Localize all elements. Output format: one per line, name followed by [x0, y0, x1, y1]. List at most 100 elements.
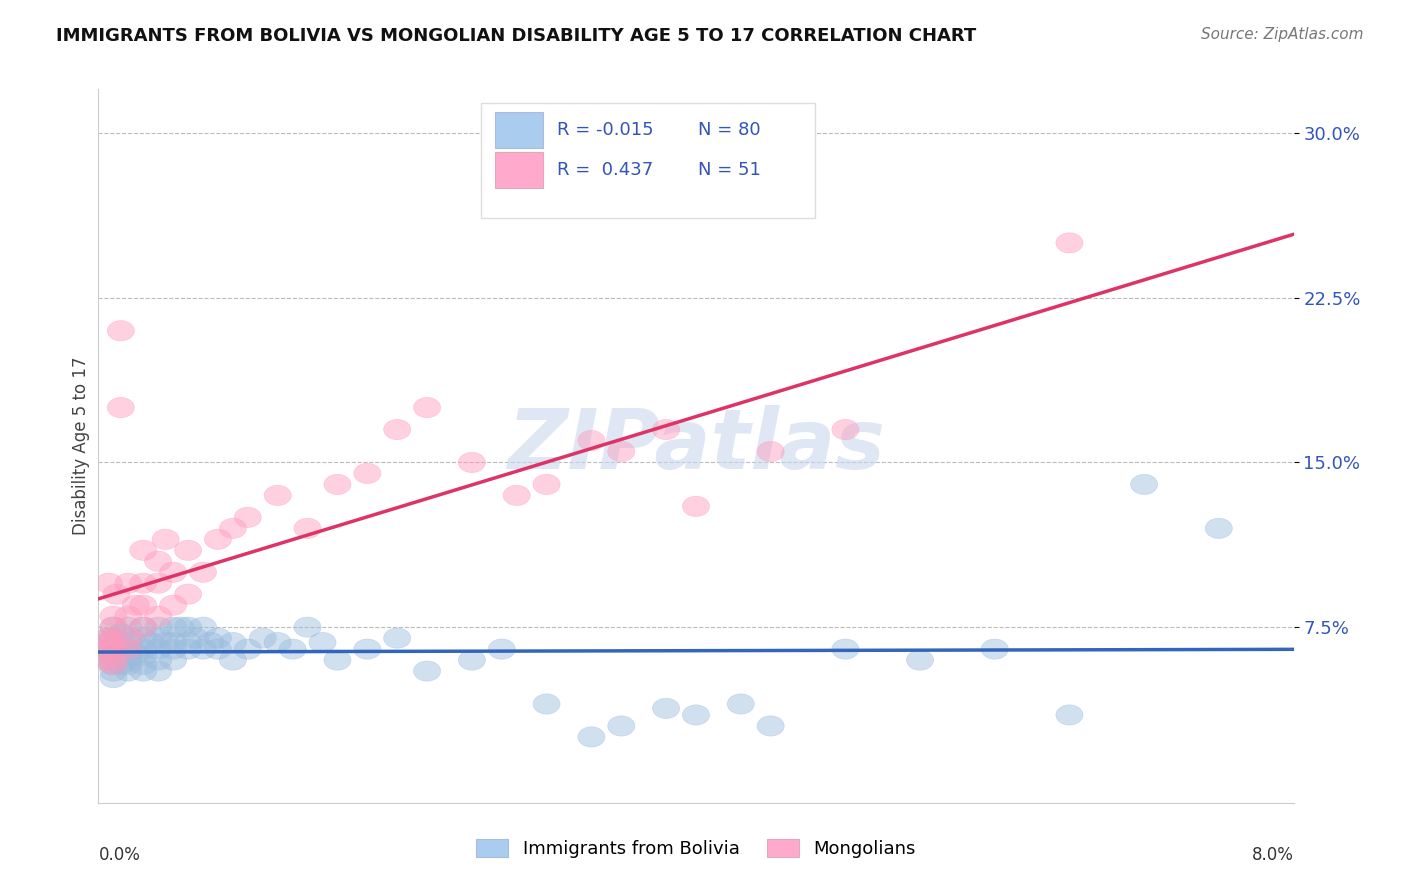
Ellipse shape: [190, 617, 217, 637]
Ellipse shape: [115, 646, 142, 665]
Ellipse shape: [204, 639, 232, 659]
Ellipse shape: [249, 628, 277, 648]
Ellipse shape: [533, 694, 560, 714]
Text: N = 80: N = 80: [699, 121, 761, 139]
Ellipse shape: [159, 562, 187, 582]
Ellipse shape: [100, 650, 127, 670]
Ellipse shape: [458, 650, 485, 670]
Ellipse shape: [159, 617, 187, 637]
Ellipse shape: [115, 639, 142, 659]
Ellipse shape: [832, 419, 859, 440]
Ellipse shape: [138, 632, 165, 653]
Ellipse shape: [264, 632, 291, 653]
Ellipse shape: [1205, 518, 1233, 539]
Ellipse shape: [110, 639, 138, 659]
Ellipse shape: [115, 650, 142, 670]
Ellipse shape: [100, 655, 127, 674]
Ellipse shape: [107, 320, 135, 341]
Ellipse shape: [264, 485, 291, 506]
Ellipse shape: [96, 628, 122, 648]
Ellipse shape: [503, 485, 530, 506]
Ellipse shape: [96, 574, 122, 593]
Ellipse shape: [159, 650, 187, 670]
Ellipse shape: [756, 442, 785, 461]
Ellipse shape: [103, 584, 129, 604]
Ellipse shape: [100, 646, 127, 665]
Ellipse shape: [145, 606, 172, 626]
Ellipse shape: [174, 639, 201, 659]
Ellipse shape: [100, 628, 127, 648]
Ellipse shape: [981, 639, 1008, 659]
Ellipse shape: [578, 431, 605, 450]
Bar: [495, 152, 543, 187]
Ellipse shape: [115, 661, 142, 681]
Ellipse shape: [129, 655, 157, 674]
Ellipse shape: [118, 628, 145, 648]
Ellipse shape: [129, 646, 157, 665]
Ellipse shape: [159, 595, 187, 615]
Ellipse shape: [98, 655, 125, 674]
Ellipse shape: [190, 639, 217, 659]
Ellipse shape: [652, 419, 679, 440]
Ellipse shape: [682, 705, 710, 725]
Ellipse shape: [607, 716, 636, 736]
Ellipse shape: [197, 632, 224, 653]
Ellipse shape: [145, 574, 172, 593]
Text: R =  0.437: R = 0.437: [557, 161, 654, 178]
Ellipse shape: [129, 617, 157, 637]
Ellipse shape: [100, 617, 127, 637]
Ellipse shape: [294, 617, 321, 637]
Ellipse shape: [129, 617, 157, 637]
Text: N = 51: N = 51: [699, 161, 761, 178]
Ellipse shape: [682, 496, 710, 516]
Ellipse shape: [129, 595, 157, 615]
Ellipse shape: [174, 584, 201, 604]
Ellipse shape: [145, 617, 172, 637]
Ellipse shape: [219, 650, 246, 670]
Ellipse shape: [115, 639, 142, 659]
Ellipse shape: [354, 639, 381, 659]
Ellipse shape: [152, 529, 179, 549]
Ellipse shape: [533, 475, 560, 494]
Ellipse shape: [129, 628, 157, 648]
Ellipse shape: [129, 541, 157, 560]
Ellipse shape: [294, 518, 321, 539]
Ellipse shape: [1056, 705, 1083, 725]
Ellipse shape: [145, 661, 172, 681]
Ellipse shape: [100, 639, 127, 659]
Ellipse shape: [727, 694, 755, 714]
Ellipse shape: [181, 628, 209, 648]
Text: 0.0%: 0.0%: [98, 846, 141, 863]
FancyBboxPatch shape: [481, 103, 815, 218]
Ellipse shape: [413, 661, 440, 681]
Ellipse shape: [159, 632, 187, 653]
Ellipse shape: [129, 574, 157, 593]
Ellipse shape: [309, 632, 336, 653]
Ellipse shape: [100, 617, 127, 637]
Ellipse shape: [115, 606, 142, 626]
Ellipse shape: [122, 595, 149, 615]
Ellipse shape: [607, 442, 636, 461]
Text: Source: ZipAtlas.com: Source: ZipAtlas.com: [1201, 27, 1364, 42]
Text: IMMIGRANTS FROM BOLIVIA VS MONGOLIAN DISABILITY AGE 5 TO 17 CORRELATION CHART: IMMIGRANTS FROM BOLIVIA VS MONGOLIAN DIS…: [56, 27, 977, 45]
Ellipse shape: [97, 650, 124, 670]
Ellipse shape: [458, 452, 485, 473]
Ellipse shape: [204, 529, 232, 549]
Ellipse shape: [100, 628, 127, 648]
Ellipse shape: [756, 716, 785, 736]
Ellipse shape: [93, 639, 120, 659]
Ellipse shape: [174, 541, 201, 560]
Ellipse shape: [832, 639, 859, 659]
Ellipse shape: [100, 606, 127, 626]
Ellipse shape: [115, 574, 142, 593]
Ellipse shape: [115, 628, 142, 648]
Ellipse shape: [488, 639, 516, 659]
Ellipse shape: [145, 551, 172, 572]
Text: 8.0%: 8.0%: [1251, 846, 1294, 863]
Ellipse shape: [219, 632, 246, 653]
Ellipse shape: [107, 655, 135, 674]
Ellipse shape: [107, 624, 135, 644]
Ellipse shape: [115, 617, 142, 637]
Ellipse shape: [100, 667, 127, 688]
Ellipse shape: [129, 661, 157, 681]
